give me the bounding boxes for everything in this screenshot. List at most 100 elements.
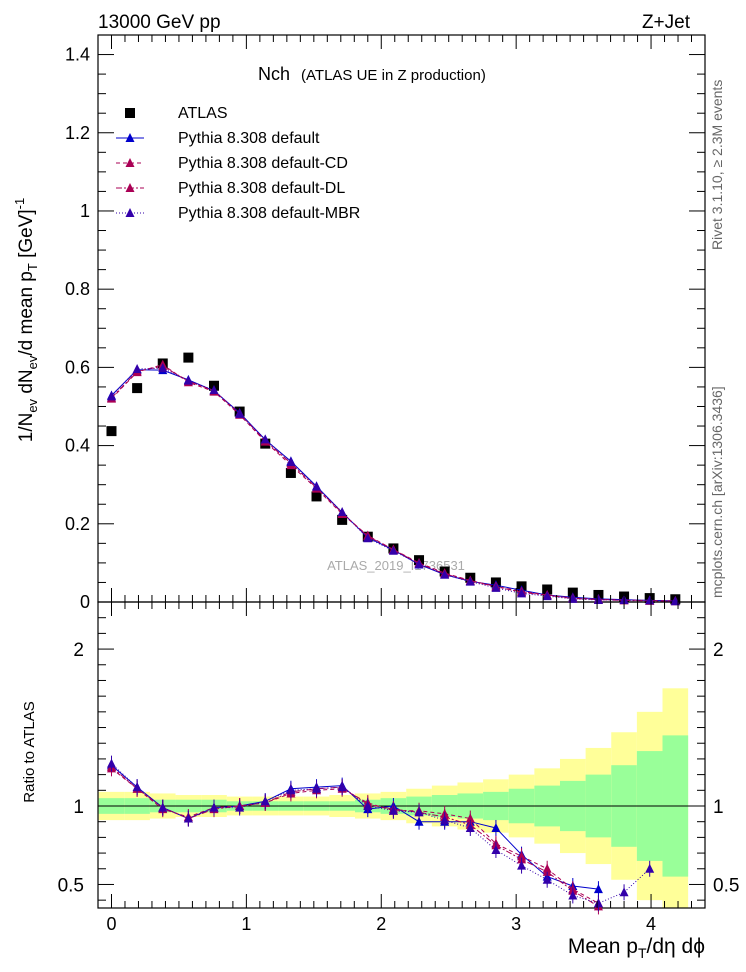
ratio-point xyxy=(491,822,501,832)
data-point xyxy=(465,576,475,586)
ratio-point xyxy=(414,807,424,817)
ratio-point xyxy=(440,815,450,825)
ratio-y-axis-label: Ratio to ATLAS xyxy=(21,701,38,802)
ratio-y-tick-label-left: 0.5 xyxy=(58,875,84,896)
legend-marker xyxy=(125,108,135,118)
ratio-point xyxy=(312,783,322,793)
svg-text:1/Nev dNev/d mean pT [GeV]-1: 1/Nev dNev/d mean pT [GeV]-1 xyxy=(12,198,40,443)
data-point xyxy=(235,408,245,418)
data-point xyxy=(593,595,603,605)
data-point xyxy=(388,545,398,555)
ratio-point xyxy=(645,863,655,873)
top-y-tick-label: 0.4 xyxy=(65,436,90,456)
ratio-point xyxy=(388,805,398,815)
ratio-y-tick-label-left: 2 xyxy=(73,640,84,661)
legend-marker xyxy=(125,183,135,192)
data-point xyxy=(183,375,193,385)
data-point xyxy=(132,383,143,394)
ratio-y-tick-label-right: 1 xyxy=(713,797,724,818)
top-y-tick-label: 0.6 xyxy=(65,357,90,377)
legend: ATLAS Pythia 8.308 default Pythia 8.308 de… xyxy=(116,105,360,222)
data-point xyxy=(517,588,527,598)
data-point xyxy=(285,467,296,478)
legend-label: ATLAS xyxy=(178,105,228,122)
plot-frames xyxy=(97,34,706,909)
series-layer xyxy=(106,352,681,915)
header-process-label: Z+Jet xyxy=(642,12,691,33)
chart-title-main: Nch xyxy=(258,64,290,84)
ratio-point xyxy=(132,782,142,792)
data-point xyxy=(337,507,347,517)
axis-ticks: 0 1 2 3 4 0 0.2 0.4 0.6 0.8 1 1.2 1.4 0.5 0.5 1 1 2 2 xyxy=(58,34,739,934)
legend-marker xyxy=(125,158,135,167)
ratio-point xyxy=(235,802,245,812)
legend-marker xyxy=(125,208,135,217)
data-point xyxy=(312,481,322,491)
x-tick-label: 2 xyxy=(376,914,386,934)
mcplots-label: mcplots.cern.ch [arXiv:1306.3436] xyxy=(709,386,725,598)
ratio-point xyxy=(286,785,296,795)
data-point xyxy=(337,514,348,525)
x-axis-label: Mean pT/dη dϕ xyxy=(568,935,705,961)
series-4 xyxy=(106,363,680,912)
ratio-point xyxy=(106,758,116,768)
data-point xyxy=(440,569,450,579)
ratio-point xyxy=(337,782,347,792)
data-point xyxy=(542,584,553,595)
series-line xyxy=(111,364,676,602)
data-point xyxy=(645,595,655,605)
data-point xyxy=(106,426,117,437)
top-y-tick-label: 1.2 xyxy=(65,123,90,143)
rivet-label: Rivet 3.1.10, ≥ 2.3M events xyxy=(709,80,725,250)
data-point xyxy=(132,363,142,373)
ratio-point xyxy=(183,813,193,823)
data-point xyxy=(183,352,194,363)
data-point xyxy=(209,385,219,395)
chart-title: Nch (ATLAS UE in Z production) xyxy=(258,64,486,84)
x-tick-label: 3 xyxy=(511,914,521,934)
ratio-panel-frame xyxy=(97,601,706,909)
legend-label: Pythia 8.308 default-MBR xyxy=(178,205,360,222)
ratio-point xyxy=(363,801,373,810)
chart-title-sub: (ATLAS UE in Z production) xyxy=(301,67,486,84)
ratio-point xyxy=(619,887,629,897)
x-tick-label: 0 xyxy=(106,914,116,934)
data-point xyxy=(542,591,552,601)
ratio-point xyxy=(542,866,552,876)
x-tick-label: 1 xyxy=(241,914,251,934)
header-collision-label: 13000 GeV pp xyxy=(98,12,221,33)
data-point xyxy=(363,533,373,543)
ratio-point xyxy=(568,890,578,900)
ratio-point xyxy=(491,844,501,854)
legend-marker xyxy=(125,133,135,142)
ratio-point xyxy=(517,860,527,870)
ratio-point xyxy=(465,822,475,832)
top-y-tick-label: 1.4 xyxy=(65,45,90,65)
x-tick-label: 4 xyxy=(646,914,656,934)
ratio-point xyxy=(593,898,603,908)
top-y-tick-label: 0 xyxy=(80,592,90,612)
legend-label: Pythia 8.308 default xyxy=(178,130,320,147)
data-point xyxy=(286,457,296,467)
top-y-tick-label: 0.8 xyxy=(65,279,90,299)
uncertainty-bands xyxy=(98,688,705,908)
data-point xyxy=(311,491,322,502)
ratio-line xyxy=(111,767,599,904)
legend-label: Pythia 8.308 default-CD xyxy=(178,155,348,172)
ratio-y-tick-label-left: 1 xyxy=(73,797,84,818)
data-point xyxy=(158,363,168,373)
ratio-y-tick-label-right: 2 xyxy=(713,640,724,661)
top-y-tick-label: 0.2 xyxy=(65,514,90,534)
ratio-point xyxy=(260,796,270,806)
data-point xyxy=(106,391,116,401)
ratio-point xyxy=(414,816,424,826)
data-point xyxy=(414,559,424,569)
ratio-y-tick-label-right: 0.5 xyxy=(713,875,739,896)
ratio-point xyxy=(542,874,552,884)
data-point xyxy=(260,434,270,444)
data-point xyxy=(491,582,501,592)
ratio-point xyxy=(158,802,168,812)
ratio-point xyxy=(593,884,603,894)
top-y-tick-label: 1 xyxy=(80,201,90,221)
